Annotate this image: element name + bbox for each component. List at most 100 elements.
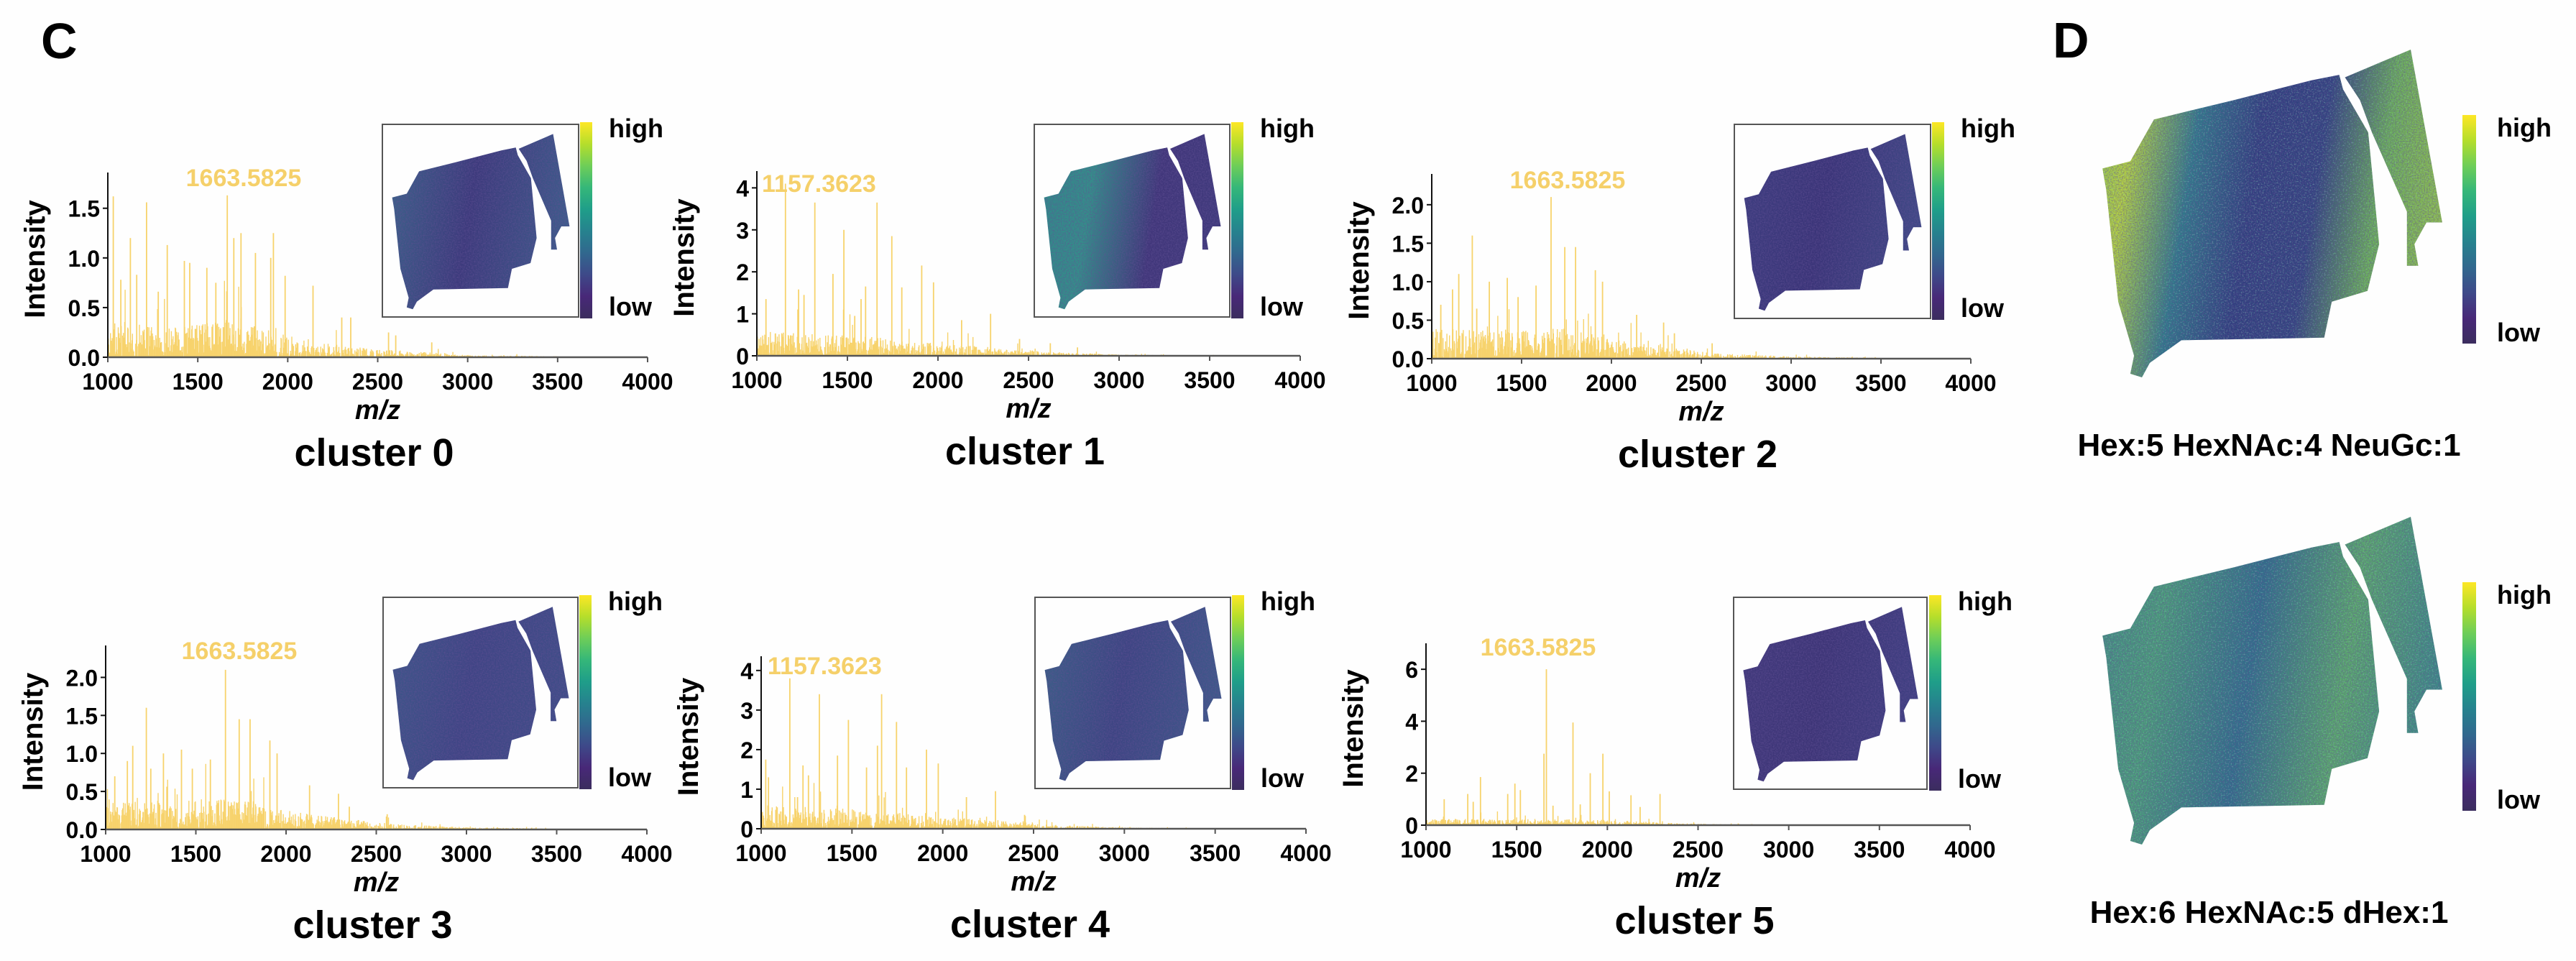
- spectrum-bar: [998, 351, 1000, 356]
- spectrum-bar: [836, 336, 837, 356]
- spectrum-bar: [175, 331, 178, 357]
- spectrum-bar: [1806, 354, 1808, 359]
- spectrum-peak: [206, 267, 208, 357]
- spectrum-bar: [880, 346, 882, 356]
- spectrum-bar: [947, 332, 949, 356]
- spectrum-bar: [1017, 343, 1018, 356]
- spectrum-bar: [370, 826, 372, 829]
- spectrum-bar: [927, 819, 929, 829]
- spectrum-bar: [929, 344, 930, 356]
- spectrum-bar: [1629, 357, 1631, 359]
- spectrum-bar: [778, 341, 781, 356]
- spectrum-bar: [493, 827, 494, 829]
- spectrum-bar: [125, 344, 126, 357]
- spectrum-bar: [111, 811, 113, 829]
- spectrum-bar: [148, 817, 150, 829]
- spectrum-bar: [908, 819, 910, 829]
- spectrum-bar: [409, 351, 410, 357]
- spectrum-bar: [205, 341, 206, 357]
- spectrum-bar: [938, 351, 939, 356]
- spectrum-bar: [939, 347, 941, 356]
- spectrum-bar: [180, 350, 182, 357]
- colorbar: [580, 122, 592, 318]
- spectrum-bar: [1570, 335, 1572, 359]
- spectrum-bar: [265, 336, 267, 357]
- spectrum-bar: [1650, 347, 1652, 359]
- spectrum-bar: [516, 354, 518, 357]
- spectrum-bar: [819, 338, 821, 356]
- spectrum-bar: [980, 351, 982, 356]
- colorbar-low-label: low: [608, 763, 652, 792]
- spectrum-peak: [126, 760, 129, 829]
- spectrum-bar: [866, 354, 868, 356]
- spectrum-bar: [776, 807, 778, 829]
- spectrum-bar: [1736, 354, 1739, 359]
- spectrum-peak: [386, 814, 388, 829]
- spectrum-bar: [1526, 346, 1527, 359]
- spectrum-bar: [972, 349, 974, 356]
- spectrum-bar: [415, 354, 417, 357]
- spectrum-bar: [1450, 350, 1452, 359]
- spectrum-bar: [1632, 352, 1634, 359]
- spectrum-bar: [915, 817, 916, 829]
- spectrum-bar: [171, 339, 172, 357]
- spectrum-bar: [311, 817, 313, 829]
- spectrum-bar: [1432, 331, 1434, 359]
- spectrum-bar: [969, 354, 970, 356]
- spectrum-bar: [1715, 356, 1716, 359]
- spectrum-bar: [316, 819, 318, 829]
- spectrum-bar: [1570, 352, 1573, 359]
- spectrum-bar: [1568, 350, 1570, 359]
- spectrum-bar: [446, 827, 447, 829]
- spectrum-bar: [359, 824, 361, 829]
- x-tick-label: 2500: [352, 369, 403, 395]
- spectrum-bar: [846, 822, 847, 829]
- spectrum-bar: [376, 350, 377, 357]
- spectrum-bar: [766, 345, 768, 356]
- tissue-ion-image: [392, 134, 570, 310]
- peak-annotation: 1663.5825: [182, 638, 298, 665]
- spectrum-peak: [162, 753, 165, 829]
- spectrum-bar: [1029, 354, 1030, 356]
- spectrum-bar: [337, 351, 339, 357]
- spectrum-bar: [123, 802, 124, 829]
- spectrum-bar: [313, 824, 314, 829]
- spectrum-bar: [1693, 350, 1695, 359]
- spectrum-bar: [273, 820, 275, 829]
- spectrum-bar: [251, 814, 252, 829]
- spectrum-peak: [798, 289, 799, 356]
- spectrum-bar: [185, 333, 187, 357]
- spectrum-bar: [1095, 351, 1098, 356]
- spectrum-bar: [822, 353, 824, 356]
- spectrum-bar: [950, 349, 952, 356]
- spectrum-bar: [965, 346, 967, 356]
- spectrum-bar: [862, 341, 864, 356]
- spectrum-bar: [1646, 347, 1647, 359]
- spectrum-bar: [144, 348, 147, 357]
- spectrum-bar: [1470, 347, 1471, 359]
- colorbar-low-label: low: [1961, 293, 2005, 323]
- spectrum-bar: [948, 819, 949, 829]
- y-axis-label: Intensity: [668, 198, 700, 317]
- spectrum-bar: [1495, 350, 1496, 359]
- spectrum-bar: [1008, 352, 1009, 356]
- spectrum-bar: [381, 353, 382, 357]
- spectrum-bar: [352, 823, 354, 829]
- spectrum-bar: [330, 354, 331, 357]
- spectrum-peak: [1575, 247, 1576, 359]
- spectrum-peak: [249, 719, 251, 829]
- spectrum-bar: [423, 352, 426, 357]
- spectrum-bar: [838, 346, 840, 356]
- spectrum-bar: [975, 346, 976, 356]
- spectrum-bar: [1678, 351, 1680, 359]
- spectrum-bar: [152, 336, 154, 357]
- spectrum-bar: [777, 823, 778, 829]
- spectrum-bar: [195, 801, 196, 829]
- spectrum-bar: [132, 349, 134, 357]
- spectrum-bar: [863, 814, 865, 829]
- spectrum-bar: [218, 800, 219, 829]
- spectrum-bar: [1706, 348, 1708, 359]
- x-tick-label: 3000: [442, 369, 493, 395]
- spectrum-bar: [448, 827, 451, 829]
